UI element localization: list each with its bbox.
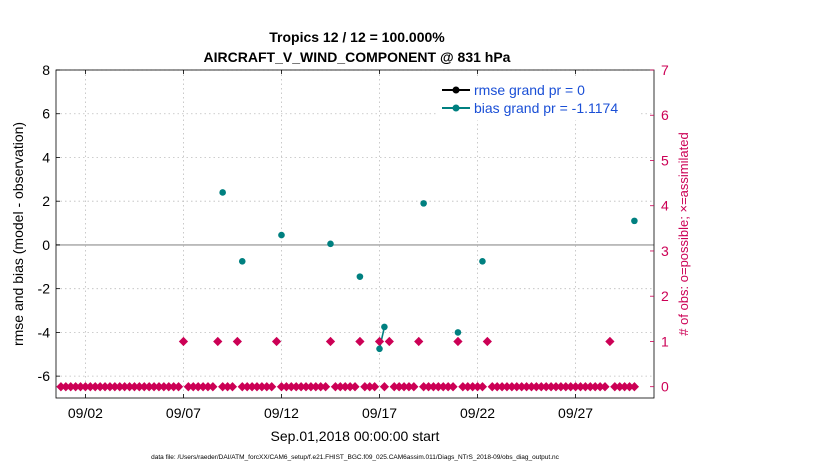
y2-tick-label-1: 1 bbox=[661, 333, 669, 349]
obs-count-marker bbox=[384, 336, 394, 347]
bias-point-8 bbox=[454, 329, 462, 336]
obs-count-marker bbox=[629, 382, 640, 392]
y2-tick-label-3: 3 bbox=[661, 243, 669, 259]
bias-point-1 bbox=[238, 258, 246, 265]
obs-count-marker bbox=[482, 336, 492, 347]
bias-point-10 bbox=[631, 217, 638, 225]
x-tick-label-2: 09/12 bbox=[264, 405, 299, 421]
y-tick-label-2: -2 bbox=[38, 281, 51, 297]
y2-tick-label-0: 0 bbox=[661, 379, 669, 395]
x-axis-label: Sep.01,2018 00:00:00 start bbox=[271, 428, 440, 444]
bias-point-2 bbox=[278, 231, 285, 239]
y-axis-label: rmse and bias (model - observation) bbox=[10, 122, 26, 346]
y-tick-label-4: 2 bbox=[42, 193, 50, 209]
obs-count-marker bbox=[369, 382, 380, 392]
bias-point-9 bbox=[479, 258, 486, 265]
obs-count-marker bbox=[379, 382, 390, 392]
chart-subtitle: AIRCRAFT_V_WIND_COMPONENT @ 831 hPa bbox=[204, 49, 511, 65]
bias-point-7 bbox=[420, 200, 427, 207]
obs-count-marker bbox=[232, 336, 242, 347]
obs-count-marker bbox=[600, 382, 610, 392]
y-tick-label-6: 6 bbox=[42, 106, 50, 122]
bias-point-6 bbox=[381, 323, 388, 331]
obs-count-marker bbox=[271, 336, 282, 347]
obs-count-marker bbox=[227, 382, 238, 392]
obs-count-marker bbox=[320, 382, 331, 392]
obs-count-marker bbox=[414, 336, 424, 347]
x-tick-label-0: 09/02 bbox=[68, 405, 103, 421]
obs-count-marker bbox=[355, 336, 365, 347]
y2-tick-label-5: 5 bbox=[661, 152, 669, 168]
y-tick-label-7: 8 bbox=[42, 62, 50, 78]
obs-count-marker bbox=[409, 382, 419, 392]
legend-bias-marker bbox=[452, 104, 460, 112]
obs-count-marker bbox=[350, 382, 360, 392]
x-axis-ticks: 09/02 09/07 09/12 09/17 09/22 09/27 bbox=[68, 70, 593, 421]
y2-tick-label-4: 4 bbox=[661, 198, 669, 214]
legend: rmse grand pr = 0 bias grand pr = -1.117… bbox=[436, 77, 641, 121]
obs-count-marker bbox=[477, 382, 488, 392]
obs-count-marker bbox=[213, 336, 223, 347]
obs-count-marker bbox=[173, 382, 184, 392]
y2-tick-label-2: 2 bbox=[661, 288, 669, 304]
bias-point-0 bbox=[219, 189, 226, 196]
y-axis-ticks: -6 -4 -2 0 2 4 6 8 bbox=[38, 62, 60, 384]
y2-tick-label-6: 6 bbox=[661, 107, 669, 123]
y-tick-label-3: 0 bbox=[42, 237, 50, 253]
y2-axis-label: # of obs: o=possible; ×=assimilated bbox=[676, 132, 691, 335]
legend-box bbox=[436, 77, 641, 121]
bias-series bbox=[219, 189, 638, 353]
y-tick-label-5: 4 bbox=[42, 149, 50, 165]
x-tick-label-4: 09/22 bbox=[460, 405, 495, 421]
y-tick-label-1: -4 bbox=[38, 324, 51, 340]
chart-title: Tropics 12 / 12 = 100.000% bbox=[269, 29, 445, 45]
bias-point-3 bbox=[327, 240, 334, 248]
x-tick-label-3: 09/17 bbox=[362, 405, 397, 421]
legend-rmse-label: rmse grand pr = 0 bbox=[474, 82, 585, 98]
obs-count-marker bbox=[605, 336, 615, 347]
x-tick-label-1: 09/07 bbox=[166, 405, 201, 421]
obs-count-marker bbox=[208, 382, 218, 392]
obs-count-marker bbox=[267, 382, 277, 392]
legend-rmse-marker bbox=[452, 86, 460, 94]
plot-frame bbox=[55, 69, 655, 399]
x-tick-label-5: 09/27 bbox=[558, 405, 593, 421]
legend-bias-label: bias grand pr = -1.1174 bbox=[474, 100, 618, 116]
obs-count-marker bbox=[448, 382, 458, 392]
obs-count-marker bbox=[453, 336, 463, 347]
bias-point-5 bbox=[376, 345, 383, 353]
bias-point-4 bbox=[356, 273, 364, 280]
y2-axis-ticks: 0 1 2 3 4 5 6 7 bbox=[650, 62, 669, 395]
obs-count-series bbox=[56, 336, 640, 392]
data-file-footnote: data file: /Users/raeder/DAI/ATM_forcXX/… bbox=[151, 454, 560, 461]
y2-tick-label-7: 7 bbox=[661, 62, 669, 78]
y-tick-label-0: -6 bbox=[38, 368, 51, 384]
obs-count-marker bbox=[178, 336, 189, 347]
obs-count-marker bbox=[325, 336, 336, 347]
